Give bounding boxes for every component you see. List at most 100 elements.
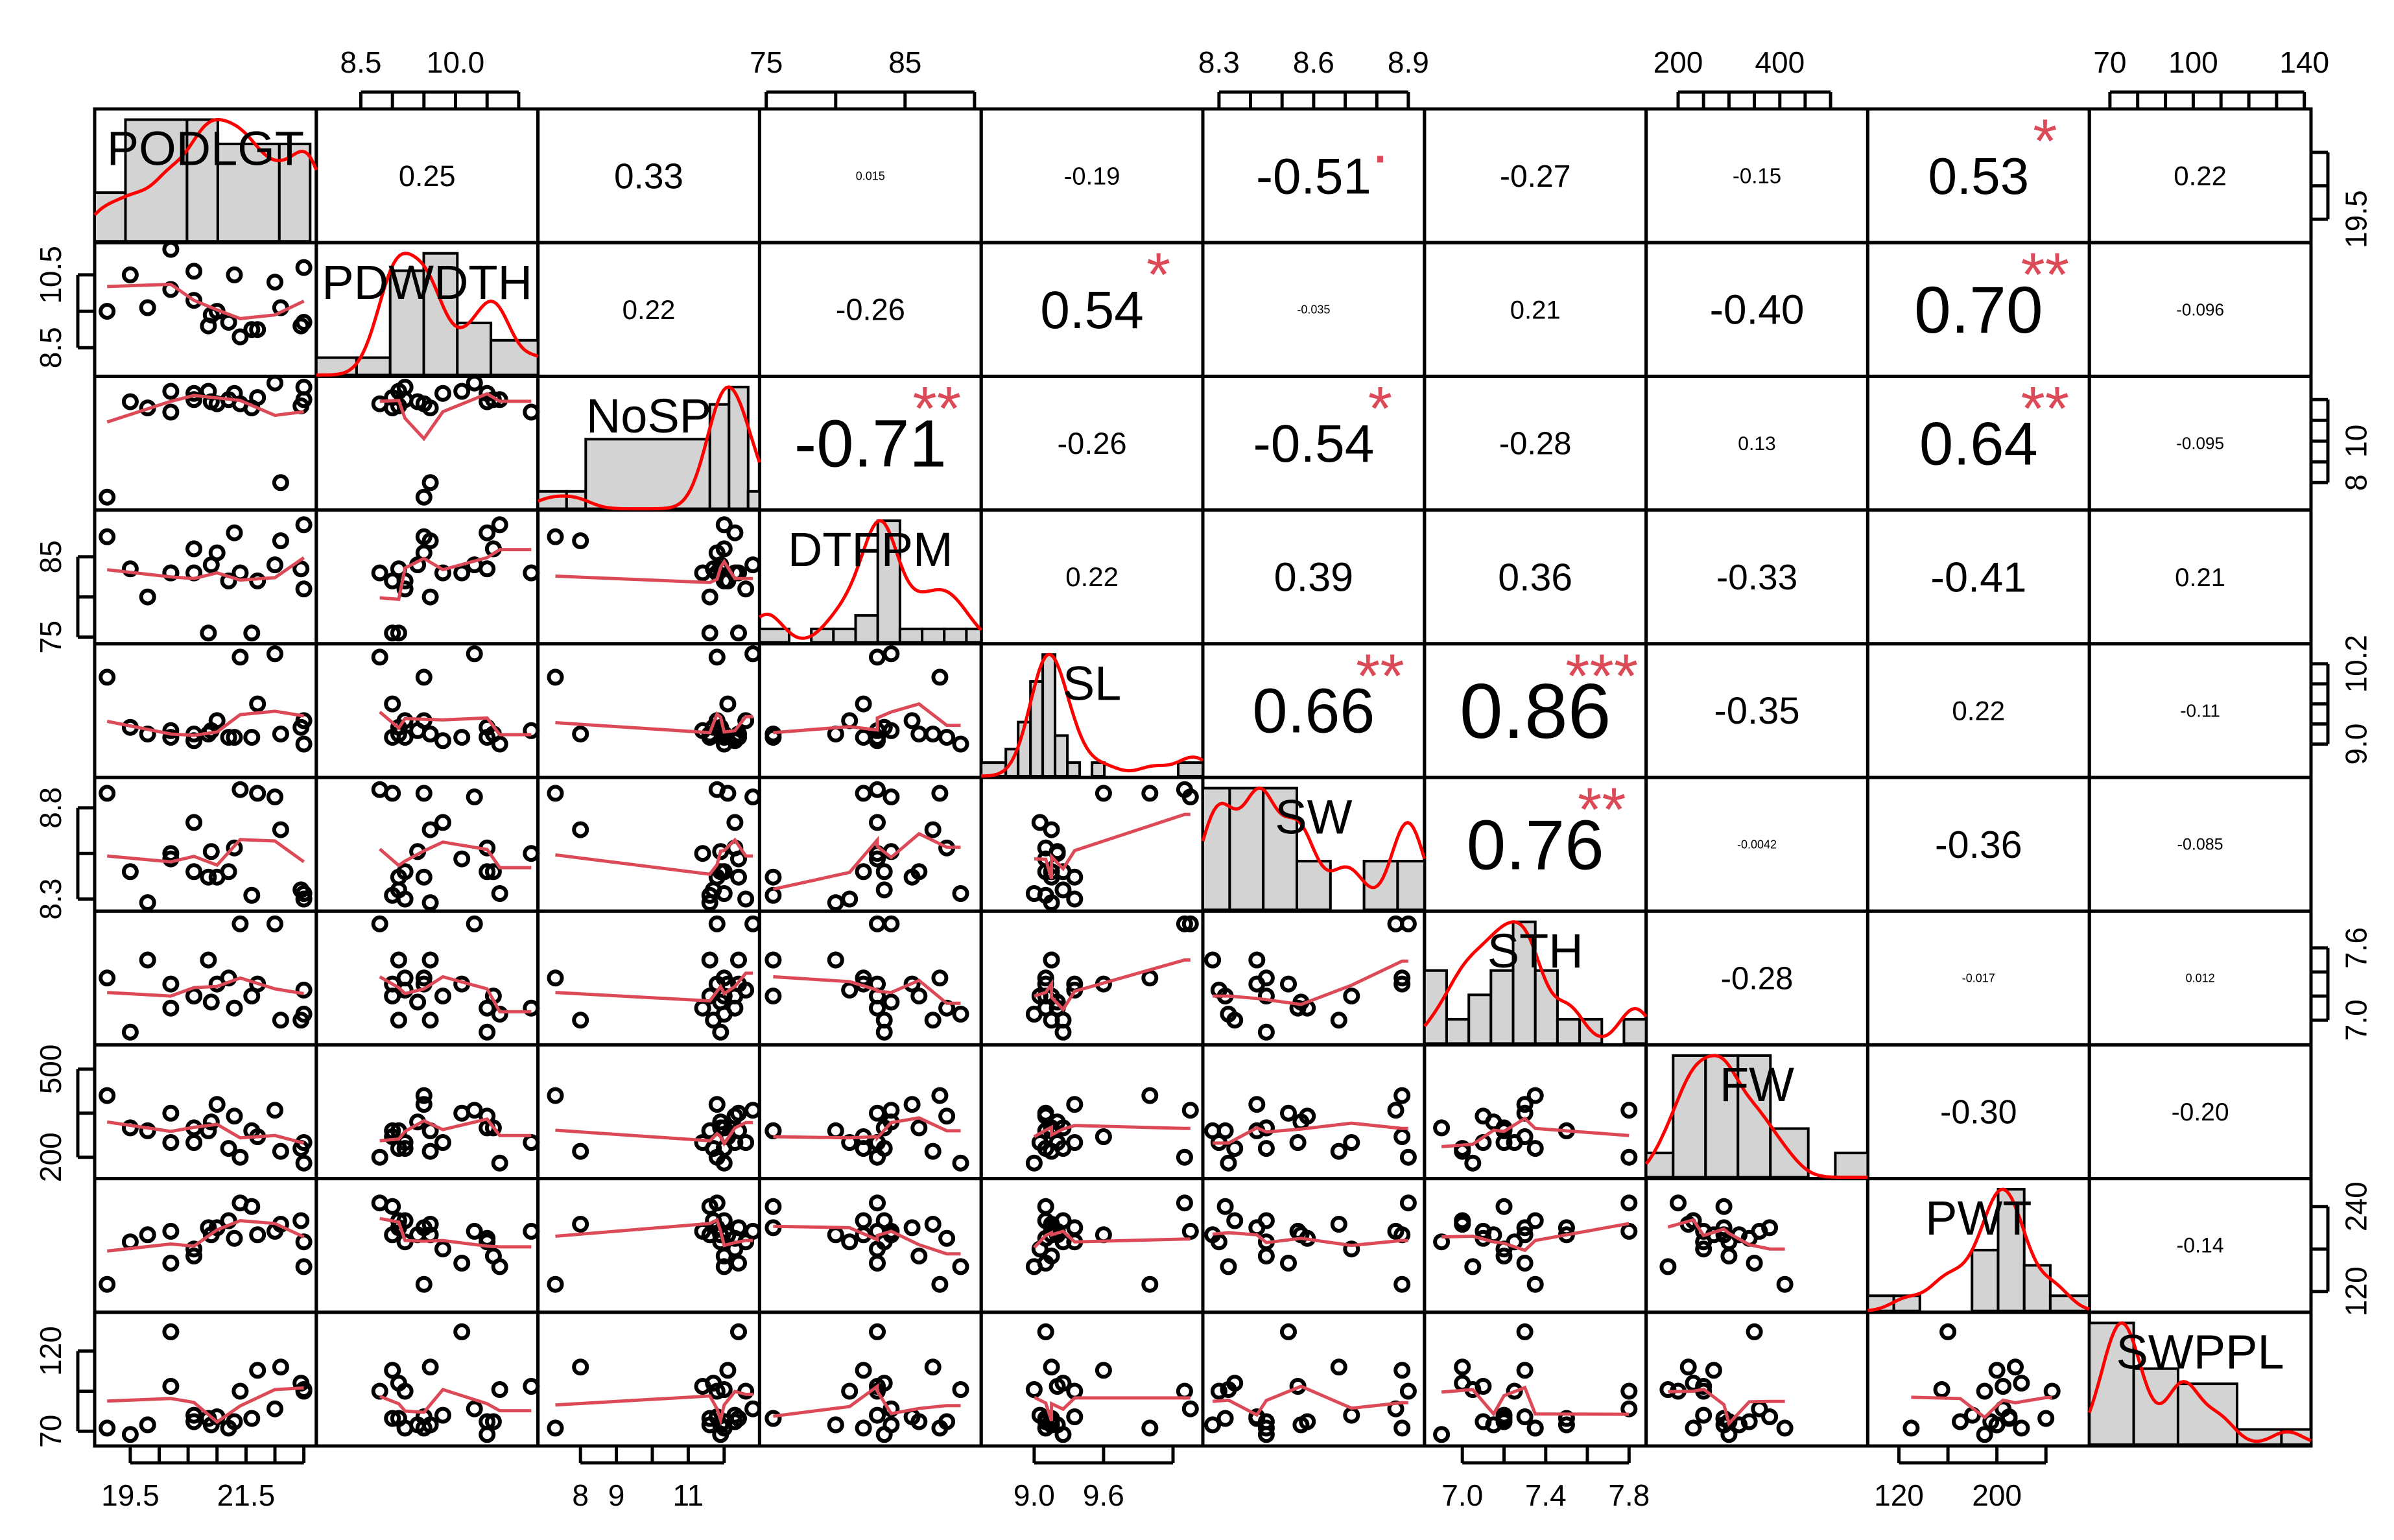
tick-label: 10.5 [34, 246, 67, 304]
scatter-point [1066, 1096, 1084, 1113]
scatter-point [415, 1087, 433, 1104]
correlation-value: 0.012 [2186, 972, 2215, 985]
scatter-point [162, 845, 180, 862]
tick-label: 120 [1874, 1478, 1924, 1512]
scatter-point [1343, 988, 1360, 1005]
histogram-bar [1091, 761, 1106, 777]
correlation-value: -0.51 [1256, 147, 1371, 204]
histogram-bar [1511, 920, 1537, 1045]
scatter-point [1280, 1323, 1297, 1340]
scatter-point [744, 1400, 762, 1417]
scatter-point [434, 732, 451, 750]
scatter-point [121, 863, 139, 881]
scatter-point [295, 890, 313, 908]
scatter-point [744, 915, 762, 932]
scatter-point [1761, 1408, 1779, 1425]
scatter-point [730, 1255, 747, 1272]
tick-label: 8.3 [34, 879, 67, 920]
correlation-value: -0.41 [1930, 554, 2026, 601]
variable-label: SL [1063, 656, 1122, 710]
scatter-point [491, 1258, 508, 1275]
panel-frame [757, 642, 983, 779]
scatter-point [1620, 1382, 1638, 1400]
scatter-point [434, 988, 451, 1005]
scatter-point [903, 1219, 921, 1237]
scatter-point [523, 999, 540, 1017]
histogram-bar [490, 338, 539, 377]
scatter-point [1330, 1143, 1347, 1160]
scatter-point [292, 1212, 310, 1229]
scatter-point [243, 624, 261, 642]
scatter-point [726, 814, 744, 831]
density-curve [93, 118, 318, 217]
scatter-point [1995, 1400, 2012, 1417]
scatter-point [855, 785, 872, 802]
scatter-point [1526, 1087, 1544, 1104]
scatter-point [1751, 1400, 1768, 1417]
scatter-point [827, 1122, 844, 1139]
scatter-point [726, 524, 744, 541]
histogram-bar [1066, 761, 1082, 777]
scatter-point [479, 524, 496, 541]
scatter-point [708, 544, 726, 562]
scatter-point [162, 1323, 180, 1340]
scatter-point [1037, 839, 1054, 857]
scatter-point [267, 915, 283, 932]
scatter-point [249, 321, 267, 338]
histogram-bar [2176, 1382, 2238, 1447]
scatter-point [952, 1381, 969, 1398]
tick-label: 7.0 [2340, 999, 2373, 1041]
scatter-point [99, 488, 116, 506]
smoother-line [555, 558, 753, 584]
scatter-point [272, 474, 289, 492]
smoother-line [773, 1224, 961, 1256]
scatter-point [1025, 1006, 1043, 1023]
correlation-value: -0.19 [1064, 163, 1120, 190]
scatter-point [705, 1012, 722, 1029]
scatter-point [1558, 1416, 1575, 1434]
scatter-point [1141, 1275, 1159, 1293]
scatter-point [162, 729, 180, 746]
scatter-point [1176, 1194, 1193, 1212]
scatter-point [415, 969, 433, 987]
smoother-line [1668, 1387, 1785, 1427]
tick-label: 8.9 [1388, 45, 1429, 79]
scatter-point [466, 645, 483, 663]
tick-label: 10 [2340, 425, 2373, 458]
scatter-point [139, 726, 156, 742]
scatter-point [434, 1406, 451, 1424]
histogram-bar [314, 356, 358, 377]
correlation-value: -0.14 [2177, 1234, 2224, 1257]
scatter-point [231, 1382, 249, 1400]
scatter-point [396, 981, 414, 999]
scatter-point [1025, 1154, 1043, 1172]
scatter-point [267, 374, 283, 392]
scatter-point [292, 317, 310, 335]
scatter-point [1526, 1419, 1544, 1437]
panel-frame [979, 1310, 1205, 1448]
scatter-point [523, 403, 540, 421]
scatter-point [547, 528, 564, 545]
scatter-point [139, 1226, 156, 1244]
scatter-point [272, 532, 289, 549]
scatter-point [1248, 1408, 1266, 1425]
scatter-point [1257, 969, 1275, 987]
scatter-point [185, 814, 203, 831]
scatter-point [1715, 1410, 1733, 1427]
scatter-point [875, 881, 893, 899]
scatter-point [827, 1226, 844, 1244]
smoother-line [773, 975, 961, 1005]
scatter-point [185, 1248, 203, 1265]
scatter-point [1095, 1362, 1112, 1379]
scatter-point [453, 850, 471, 868]
scatter-point [1393, 975, 1411, 993]
scatter-point [99, 303, 116, 320]
panel-frame [979, 1043, 1205, 1181]
density-curve [1644, 1054, 1868, 1179]
scatter-point [185, 391, 203, 409]
panel-frame [536, 776, 761, 913]
scatter-point [1620, 1400, 1638, 1417]
scatter-point [737, 981, 755, 999]
scatter-point [453, 383, 471, 400]
